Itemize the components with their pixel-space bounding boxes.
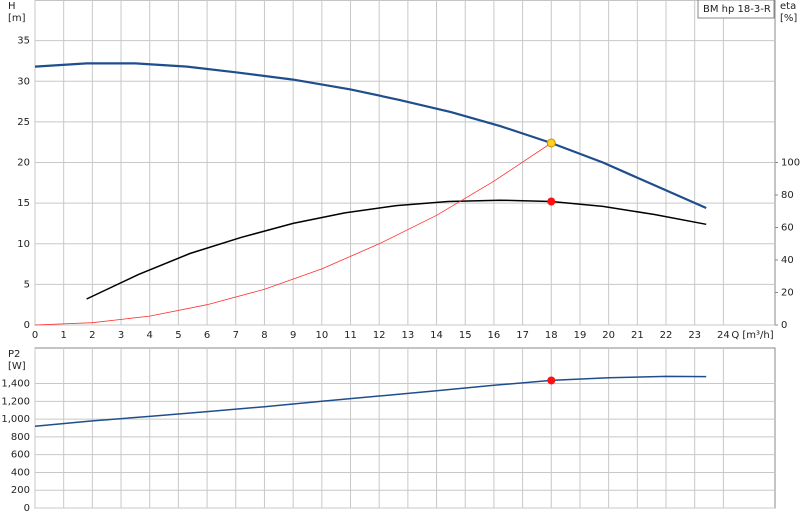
x-axis-label: Q [m³/h] xyxy=(731,330,773,341)
operating-point xyxy=(546,138,556,148)
x-tick-label: 1 xyxy=(60,330,66,341)
y2-tick-label: 60 xyxy=(781,223,794,234)
x-tick-label: 21 xyxy=(631,330,644,341)
x-tick-label: 0 xyxy=(32,330,38,341)
x-tick-label: 19 xyxy=(574,330,587,341)
curve xyxy=(86,199,707,300)
x-tick-label: 22 xyxy=(660,330,673,341)
x-tick-label: 24 xyxy=(717,330,730,341)
y-tick-label: 35 xyxy=(17,36,30,47)
y-tick-label: 600 xyxy=(11,450,30,461)
y2-tick-label: 100 xyxy=(781,158,800,169)
x-tick-label: 12 xyxy=(373,330,386,341)
curve xyxy=(34,62,707,210)
y-axis-label: P2 xyxy=(8,349,20,360)
x-tick-label: 6 xyxy=(204,330,210,341)
y2-tick-label: 80 xyxy=(781,190,794,201)
y2-tick-label: 20 xyxy=(781,288,794,299)
y-tick-label: 200 xyxy=(11,485,30,496)
operating-point xyxy=(547,376,556,385)
y-tick-label: 0 xyxy=(24,320,30,331)
operating-point xyxy=(547,197,556,206)
y-tick-label: 15 xyxy=(17,198,30,209)
y-tick-label: 0 xyxy=(24,503,30,514)
y-tick-label: 25 xyxy=(17,117,30,128)
x-tick-label: 11 xyxy=(344,330,357,341)
x-tick-label: 18 xyxy=(545,330,558,341)
y-axis-label: H xyxy=(8,1,16,12)
y-tick-label: 20 xyxy=(17,158,30,169)
y2-axis-unit: [%] xyxy=(780,13,797,24)
x-tick-label: 15 xyxy=(459,330,472,341)
y-tick-label: 800 xyxy=(11,432,30,443)
y2-tick-label: 40 xyxy=(781,255,794,266)
y-tick-label: 1,200 xyxy=(1,396,30,407)
x-tick-label: 14 xyxy=(430,330,443,341)
y2-axis-label: eta xyxy=(780,1,796,12)
y-tick-label: 5 xyxy=(24,279,30,290)
x-tick-label: 23 xyxy=(688,330,701,341)
x-tick-label: 17 xyxy=(516,330,529,341)
y-tick-label: 1,000 xyxy=(1,414,30,425)
x-tick-label: 9 xyxy=(290,330,296,341)
x-tick-label: 5 xyxy=(175,330,181,341)
x-tick-label: 2 xyxy=(89,330,95,341)
curve xyxy=(34,375,707,427)
y-tick-label: 30 xyxy=(17,76,30,87)
x-tick-label: 10 xyxy=(315,330,328,341)
x-tick-label: 16 xyxy=(488,330,501,341)
y-axis-unit: [m] xyxy=(8,13,26,24)
x-tick-label: 3 xyxy=(118,330,124,341)
title-box xyxy=(697,0,775,19)
y-tick-label: 400 xyxy=(11,467,30,478)
plot-area xyxy=(34,347,776,509)
x-tick-label: 8 xyxy=(261,330,267,341)
x-tick-label: 20 xyxy=(602,330,615,341)
y2-tick-label: 0 xyxy=(781,320,787,331)
chart-title: BM hp 18-3-R xyxy=(703,4,771,15)
y-axis-unit: [W] xyxy=(8,361,26,372)
y-tick-label: 1,400 xyxy=(1,379,30,390)
curve xyxy=(34,142,552,326)
x-tick-label: 4 xyxy=(147,330,153,341)
x-tick-label: 7 xyxy=(233,330,239,341)
x-tick-label: 13 xyxy=(402,330,415,341)
y-tick-label: 10 xyxy=(17,239,30,250)
